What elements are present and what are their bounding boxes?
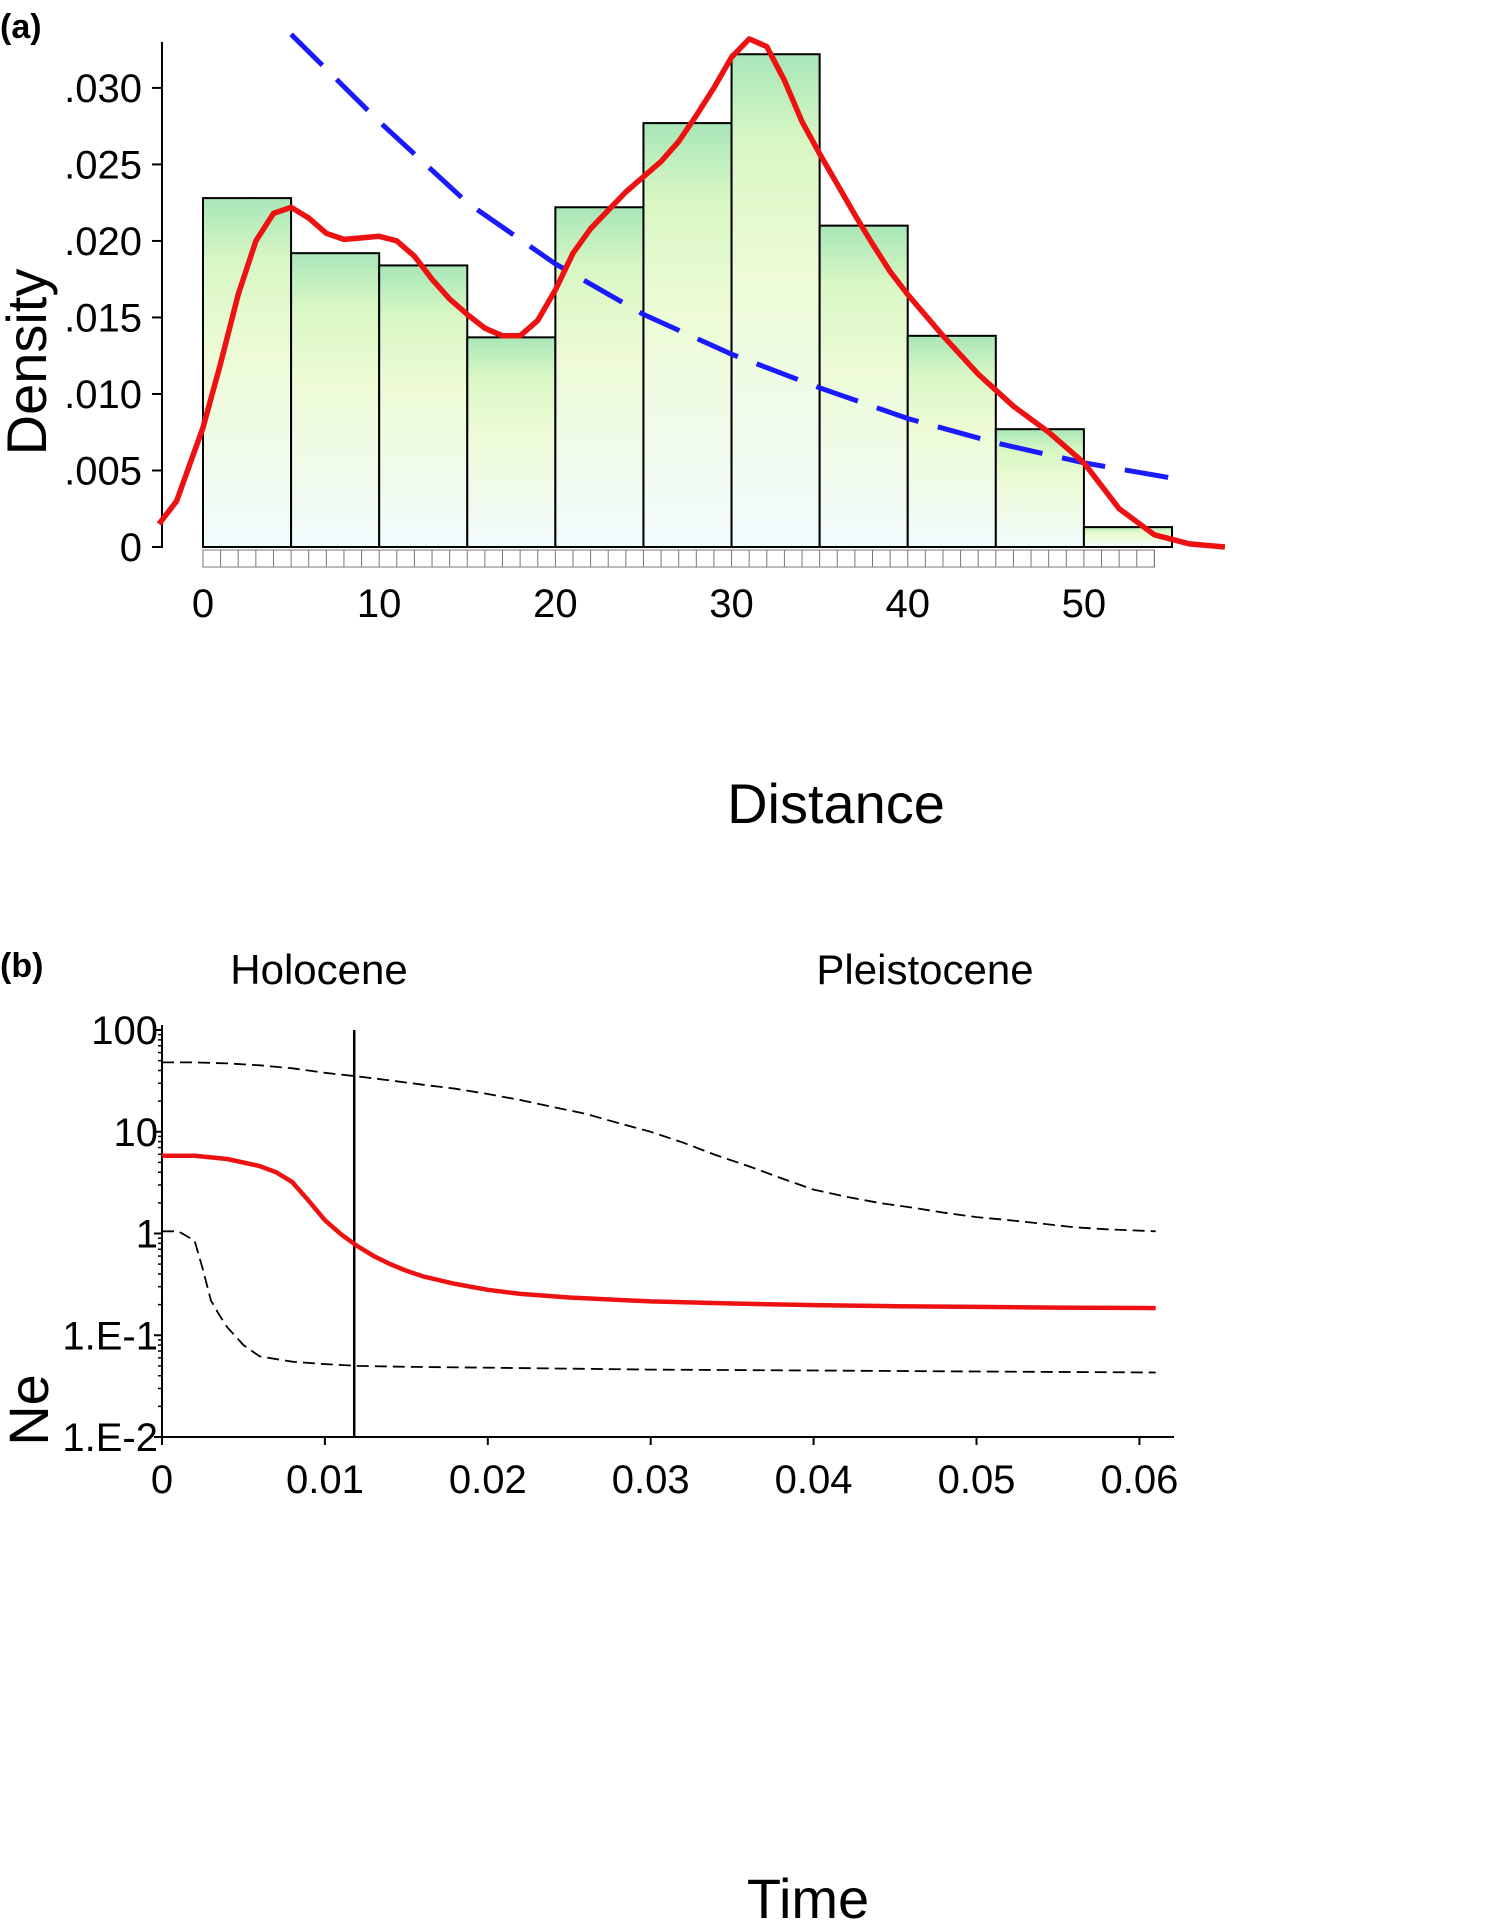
panel-a-y-axis-title: Density	[0, 269, 58, 456]
density-curve	[156, 36, 1226, 550]
panel-b-y-tick-label-1: 1.E-1	[62, 1314, 158, 1358]
panel-a-series	[156, 32, 1226, 550]
panel-b-x-tick-label-1: 0.01	[286, 1458, 364, 1502]
panel-a-x-tick-label-3: 30	[709, 582, 754, 626]
histogram-bar-6	[730, 53, 821, 548]
panel-a-y-tick-label-2: .010	[64, 373, 142, 417]
panel-a-y-tick-label-3: .015	[64, 296, 142, 340]
panel-a-y-tick-label-4: .020	[64, 220, 142, 264]
panel-b-y-axis-title: Ne	[0, 1374, 60, 1446]
panel-b-series	[162, 1061, 1156, 1374]
median-ne-line	[162, 1153, 1156, 1311]
panel-a: (a) 0 10 20 30 40 50 0 .005 .010 .015 .020 .025 .03…	[0, 8, 1226, 835]
panel-b-y-tick-label-0: 1.E-2	[62, 1416, 158, 1460]
histogram-bar-8	[906, 334, 997, 548]
panel-b-y-tick-labels: 1.E-2 1.E-1 1 10 100	[62, 1009, 158, 1460]
panel-b-x-tick-label-4: 0.04	[775, 1458, 853, 1502]
panel-b-y-tick-label-2: 1	[136, 1213, 158, 1257]
dashed-fit-curve	[289, 32, 1173, 481]
panel-a-y-tick-label-6: .030	[64, 67, 142, 111]
panel-a-y-tick-label-1: .005	[64, 449, 142, 493]
panel-a-x-axis-title: Distance	[727, 772, 945, 835]
panel-b-x-tick-label-6: 0.06	[1100, 1458, 1178, 1502]
region-label-pleistocene: Pleistocene	[816, 946, 1033, 993]
upper-hpd-dashed-line	[162, 1061, 1156, 1233]
panel-a-y-tick-label-0: 0	[120, 526, 142, 570]
panel-b-y-tick-label-3: 10	[114, 1111, 159, 1155]
panel-b-x-tick-labels: 0 0.01 0.02 0.03 0.04 0.05 0.06	[151, 1458, 1178, 1502]
panel-a-y-tick-labels: 0 .005 .010 .015 .020 .025 .030	[64, 67, 142, 570]
panel-a-y-tick-label-5: .025	[64, 143, 142, 187]
panel-b-x-tick-label-3: 0.03	[612, 1458, 690, 1502]
panel-a-x-tick-label-4: 40	[885, 582, 930, 626]
panel-a-x-tick-label-5: 50	[1062, 582, 1107, 626]
panel-a-x-tick-label-0: 0	[192, 582, 214, 626]
panel-a-label: (a)	[0, 8, 42, 46]
panel-a-x-tick-label-1: 10	[357, 582, 402, 626]
histogram-bar-3	[466, 336, 557, 548]
panel-b-label: (b)	[0, 947, 43, 985]
panel-b-axes	[154, 1025, 1174, 1445]
histogram-bar-1	[290, 252, 381, 548]
lower-hpd-dashed-line	[162, 1230, 1156, 1374]
panel-a-axes	[152, 42, 1155, 568]
panel-a-x-tick-label-2: 20	[533, 582, 578, 626]
panel-b-x-tick-label-0: 0	[151, 1458, 173, 1502]
histogram-bar-2	[378, 264, 469, 548]
panel-b-x-axis-title: Time	[747, 1867, 869, 1922]
panel-b: (b) Holocene Pleistocene 0 0.01 0.02 0.03 0.…	[0, 946, 1178, 1922]
panel-b-x-tick-label-5: 0.05	[938, 1458, 1016, 1502]
histogram-bar-5	[642, 122, 733, 549]
panel-b-y-tick-label-4: 100	[91, 1009, 158, 1053]
region-label-holocene: Holocene	[230, 946, 407, 993]
panel-a-x-tick-labels: 0 10 20 30 40 50	[192, 582, 1106, 626]
panel-b-x-tick-label-2: 0.02	[449, 1458, 527, 1502]
